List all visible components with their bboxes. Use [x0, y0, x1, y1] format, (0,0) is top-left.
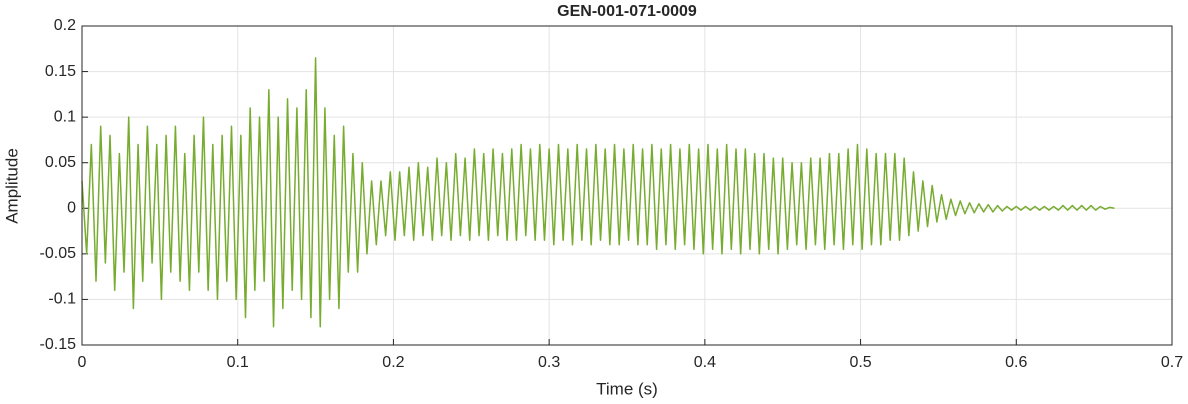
y-tick-label: 0: [67, 200, 76, 217]
y-tick-label: 0.1: [54, 108, 76, 125]
x-tick-label: 0.5: [849, 354, 871, 371]
x-axis-label: Time (s): [596, 379, 658, 398]
y-tick-label: 0.2: [54, 17, 76, 34]
x-tick-label: 0.7: [1161, 354, 1183, 371]
x-tick-label: 0.6: [1005, 354, 1027, 371]
x-tick-label: 0.1: [227, 354, 249, 371]
y-tick-label: -0.15: [40, 336, 77, 353]
x-tick-label: 0: [78, 354, 87, 371]
y-axis-label: Amplitude: [2, 148, 21, 224]
x-tick-label: 0.2: [382, 354, 404, 371]
x-tick-label: 0.4: [694, 354, 716, 371]
y-tick-label: 0.05: [45, 154, 76, 171]
y-tick-label: 0.15: [45, 63, 76, 80]
plot-frame: [81, 25, 1173, 346]
waveform-line: [81, 57, 1115, 328]
x-tick-label: 0.3: [538, 354, 560, 371]
y-tick-label: -0.05: [40, 245, 77, 262]
y-tick-label: -0.1: [48, 291, 76, 308]
chart-title: GEN-001-071-0009: [557, 3, 697, 20]
